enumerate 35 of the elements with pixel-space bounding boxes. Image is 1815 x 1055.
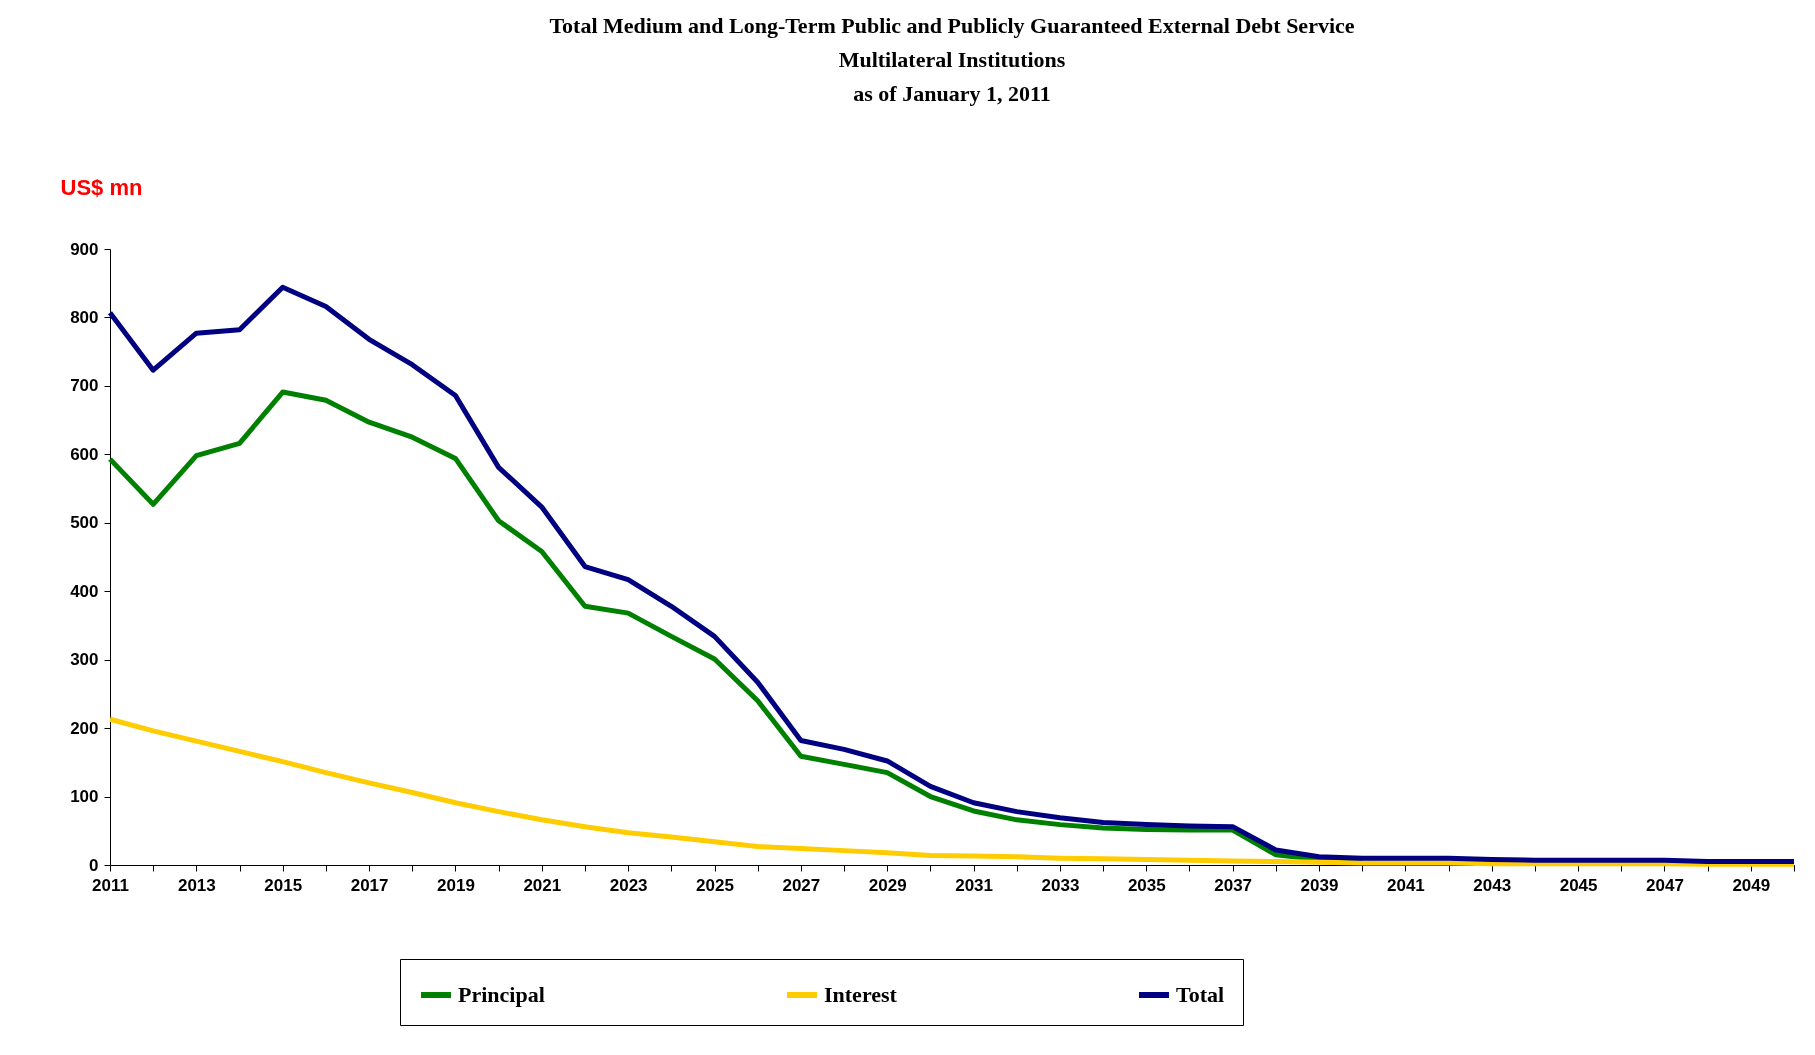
x-tick-label: 2021 — [523, 875, 562, 895]
legend-label: Total — [1176, 982, 1225, 1007]
x-tick-label: 2015 — [264, 875, 303, 895]
x-tick-label: 2031 — [955, 875, 993, 895]
y-tick-label: 600 — [70, 444, 99, 464]
legend-label: Interest — [824, 982, 898, 1007]
x-tick-label: 2027 — [782, 875, 821, 895]
x-tick-label: 2013 — [177, 875, 216, 895]
x-tick-label: 2041 — [1386, 875, 1425, 895]
x-tick-label: 2023 — [609, 875, 648, 895]
x-tick-label: 2017 — [350, 875, 389, 895]
y-tick-label: 500 — [70, 513, 99, 533]
x-tick-label: 2019 — [437, 875, 475, 895]
x-tick-label: 2049 — [1732, 875, 1771, 895]
y-tick-label: 700 — [70, 376, 99, 396]
y-tick-label: 800 — [70, 307, 99, 327]
x-tick-label: 2029 — [868, 875, 907, 895]
x-tick-label: 2047 — [1646, 875, 1684, 895]
x-tick-label: 2025 — [696, 875, 734, 895]
x-tick-label: 2045 — [1559, 875, 1598, 895]
chart-title: Total Medium and Long-Term Public and Publicly Guaranteed External Debt Service Multilateral Institutions as of January 1, 2011 — [549, 13, 1355, 106]
y-tick-label: 400 — [70, 581, 99, 601]
y-tick-label: 200 — [70, 718, 99, 738]
x-tick-label: 2035 — [1127, 875, 1166, 895]
y-axis-title: US$ mn — [60, 174, 143, 200]
y-tick-label: 100 — [70, 787, 99, 807]
x-tick-label: 2011 — [92, 875, 129, 895]
x-tick-label: 2039 — [1300, 875, 1339, 895]
legend-label: Principal — [458, 982, 545, 1007]
x-tick-label: 2037 — [1214, 875, 1253, 895]
y-tick-label: 0 — [89, 855, 99, 875]
y-tick-label: 300 — [70, 650, 99, 670]
x-tick-label: 2033 — [1041, 875, 1080, 895]
x-tick-label: 2043 — [1473, 875, 1512, 895]
y-tick-label: 900 — [70, 239, 99, 259]
